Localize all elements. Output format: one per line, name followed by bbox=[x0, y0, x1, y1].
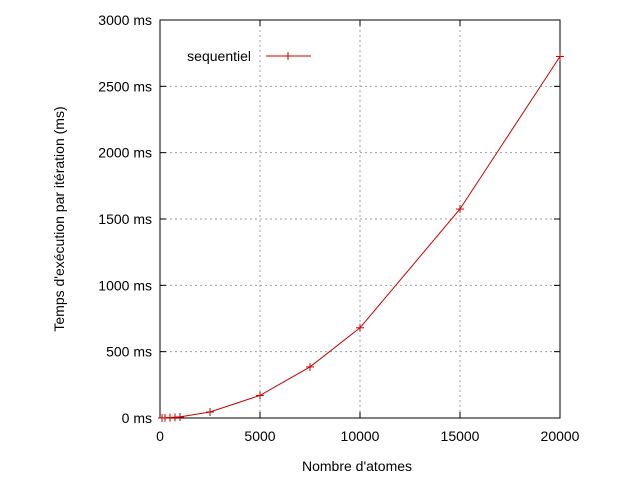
y-tick-label: 1000 ms bbox=[98, 277, 152, 293]
x-axis-label: Nombre d'atomes bbox=[302, 458, 412, 474]
y-axis-label: Temps d'exécution par itération (ms) bbox=[51, 106, 67, 331]
legend: sequentiel bbox=[187, 48, 311, 64]
legend-label: sequentiel bbox=[187, 48, 251, 64]
x-tick-label: 0 bbox=[156, 428, 164, 444]
data-point-marker bbox=[556, 52, 564, 61]
x-tick-label: 10000 bbox=[341, 428, 380, 444]
y-tick-label: 3000 ms bbox=[98, 12, 152, 28]
y-tick-label: 2500 ms bbox=[98, 78, 152, 94]
data-point-marker bbox=[306, 362, 314, 371]
y-tick-label: 500 ms bbox=[106, 344, 152, 360]
grid-lines bbox=[160, 20, 560, 418]
x-tick-label: 20000 bbox=[541, 428, 580, 444]
y-tick-label: 2000 ms bbox=[98, 145, 152, 161]
data-point-marker bbox=[356, 323, 364, 332]
axes: 0 ms 500 ms 1000 ms 1500 ms 2000 ms 2500 ms 30… bbox=[98, 12, 579, 444]
data-series bbox=[158, 52, 564, 422]
y-tick-label: 1500 ms bbox=[98, 211, 152, 227]
series-line-sequentiel bbox=[161, 56, 561, 419]
data-point-marker bbox=[176, 412, 184, 421]
y-tick-label: 0 ms bbox=[122, 410, 152, 426]
data-point-marker bbox=[206, 408, 214, 417]
data-point-marker bbox=[456, 205, 464, 214]
x-tick-label: 5000 bbox=[244, 428, 275, 444]
x-tick-label: 15000 bbox=[441, 428, 480, 444]
data-point-marker bbox=[256, 391, 264, 400]
